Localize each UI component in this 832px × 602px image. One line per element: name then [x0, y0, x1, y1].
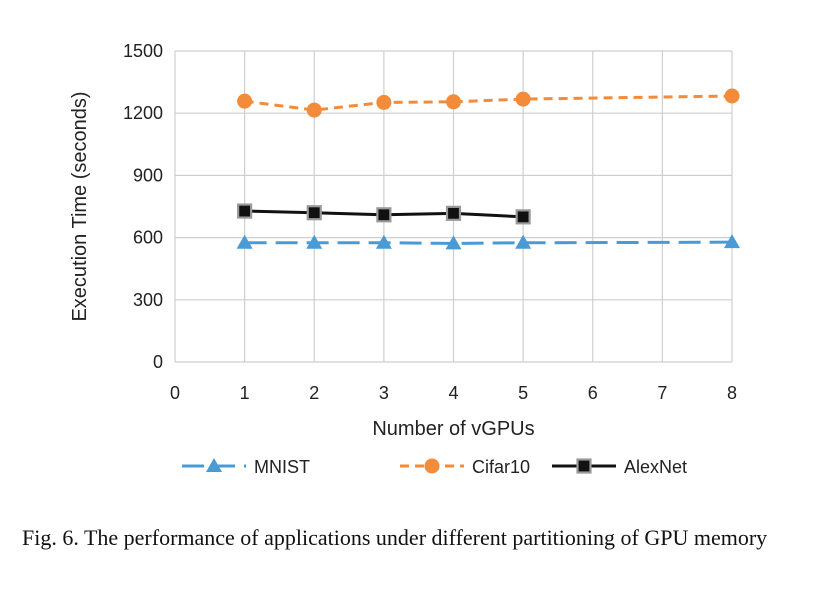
- series-alexnet: [237, 203, 531, 225]
- y-tick-label: 1200: [123, 103, 163, 123]
- x-tick-label: 2: [309, 383, 319, 403]
- series-mnist: [236, 234, 740, 250]
- legend-marker: [576, 458, 592, 474]
- data-point: [306, 102, 322, 118]
- y-tick-label: 300: [133, 290, 163, 310]
- y-tick-label: 900: [133, 165, 163, 185]
- y-tick-label: 0: [153, 352, 163, 372]
- x-tick-label: 3: [379, 383, 389, 403]
- y-axis-title: Execution Time (seconds): [69, 91, 91, 321]
- data-point: [375, 234, 392, 249]
- data-point: [724, 88, 740, 104]
- data-point: [445, 205, 462, 221]
- data-point: [515, 234, 532, 249]
- legend-marker: [206, 458, 222, 472]
- data-point: [724, 234, 740, 249]
- line-chart: 0 300 600 900 1200 1500 0 1 2 3 4 5 6 7 8 Number of vGP…: [69, 41, 740, 477]
- legend-label: AlexNet: [624, 457, 687, 477]
- series-line: [244, 240, 733, 245]
- figure-caption: Fig. 6. The performance of applications …: [22, 525, 768, 550]
- axes: 0 300 600 900 1200 1500 0 1 2 3 4 5 6 7 8 Number of vGP…: [69, 41, 737, 440]
- legend-item-alexnet: AlexNet: [552, 457, 687, 477]
- legend-marker: [424, 458, 440, 474]
- x-axis-title: Number of vGPUs: [372, 418, 534, 440]
- y-tick-label: 1500: [123, 41, 163, 61]
- y-tick-label: 600: [133, 228, 163, 248]
- legend-label: MNIST: [254, 457, 310, 477]
- data-point: [376, 207, 392, 223]
- x-tick-label: 1: [240, 383, 250, 403]
- data-point: [237, 203, 253, 219]
- x-tick-label: 7: [657, 383, 667, 403]
- series-lines: [236, 88, 740, 250]
- legend-item-cifar10: Cifar10: [400, 457, 530, 477]
- data-point: [515, 91, 531, 107]
- legend: MNIST Cifar10 AlexNet: [182, 457, 687, 477]
- legend-item-mnist: MNIST: [182, 457, 310, 477]
- data-point: [515, 209, 531, 225]
- chart-panel: 0 300 600 900 1200 1500 0 1 2 3 4 5 6 7 8 Number of vGP…: [69, 41, 740, 477]
- data-point: [237, 93, 253, 109]
- data-point: [446, 94, 461, 110]
- data-point: [306, 234, 323, 249]
- legend-label: Cifar10: [472, 457, 530, 477]
- x-tick-label: 5: [518, 383, 528, 403]
- data-point: [445, 235, 462, 250]
- series-cifar10: [237, 88, 740, 118]
- data-point: [306, 205, 322, 221]
- x-tick-label: 0: [170, 383, 180, 403]
- x-tick-label: 8: [727, 383, 737, 403]
- x-tick-label: 4: [448, 383, 458, 403]
- data-point: [236, 234, 253, 249]
- x-tick-label: 6: [588, 383, 598, 403]
- data-point: [376, 94, 392, 110]
